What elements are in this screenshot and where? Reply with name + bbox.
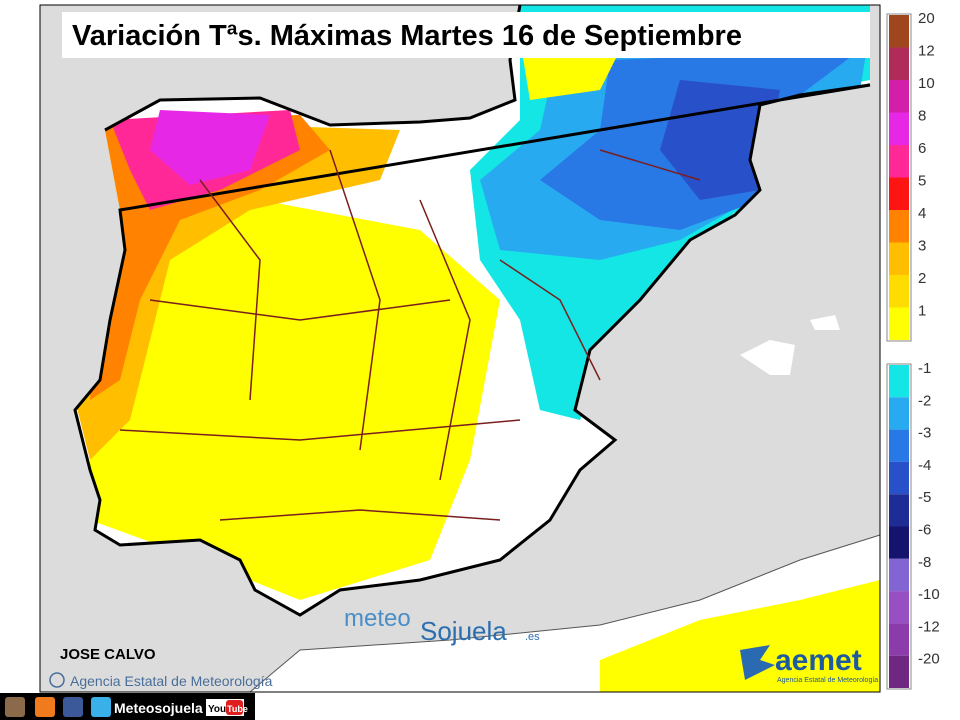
aemet-sub: Agencia Estatal de Meteorología (777, 677, 878, 684)
warm-area (150, 110, 270, 185)
copyright: Agencia Estatal de Meteorología (70, 673, 273, 689)
legend-swatch (889, 591, 909, 624)
legend-swatch (889, 494, 909, 527)
twitter-icon (91, 697, 111, 717)
cool-area (660, 80, 780, 200)
logo-domain: .es (525, 631, 540, 643)
logo-sojuela: Sojuela (420, 616, 507, 646)
legend-label: -1 (918, 360, 931, 377)
province-borders (119, 149, 701, 521)
legend-swatch (889, 275, 909, 308)
legend-label: 1 (918, 303, 926, 320)
legend-swatch (889, 429, 909, 462)
legend-label: -3 (918, 425, 931, 442)
youtube-tube: Tube (227, 704, 248, 714)
title-box (62, 12, 870, 58)
legend-label: 8 (918, 108, 926, 125)
legend-swatch (889, 365, 909, 398)
legend-swatch (889, 112, 909, 145)
legend-swatch (889, 210, 909, 243)
legend-label: 6 (918, 140, 926, 157)
africa-coast (249, 534, 881, 693)
legend-label: -12 (918, 618, 940, 635)
youtube-red (226, 700, 243, 715)
logo-meteo: meteo (344, 605, 411, 632)
legend-label: -10 (918, 586, 940, 603)
legend-swatch (889, 655, 909, 688)
legend-label: 4 (918, 205, 926, 222)
author: JOSE CALVO (60, 646, 156, 663)
blogger-icon (35, 697, 55, 717)
legend-swatch (889, 307, 909, 340)
legend-label: -5 (918, 489, 931, 506)
youtube-you: You (208, 704, 226, 715)
legend-label: 2 (918, 270, 926, 287)
legend-label: 10 (918, 75, 935, 92)
legend: 20 12 10 8 6 5 4 3 2 1 -1 -2 -3 -4 -5 -6 -8 -10 -12 -20 (886, 10, 940, 690)
warm-area (520, 40, 880, 692)
social-name: Meteosojuela (114, 700, 203, 716)
coastline (73, 4, 871, 617)
instagram-icon (5, 697, 25, 717)
legend-swatch (889, 145, 909, 178)
map-frame (39, 4, 881, 693)
warm-area (90, 200, 500, 600)
legend-label: 20 (918, 10, 935, 27)
legend-swatch (889, 80, 909, 113)
legend-label: -2 (918, 392, 931, 409)
aemet-logo: aemet (775, 644, 862, 677)
legend-swatch (889, 242, 909, 275)
legend-swatch (889, 526, 909, 559)
legend-swatch (889, 15, 909, 48)
facebook-icon (63, 697, 83, 717)
legend-label: -20 (918, 651, 940, 668)
legend-swatch (889, 397, 909, 430)
legend-swatch (889, 177, 909, 210)
legend-swatch (889, 461, 909, 495)
aemet-icon (740, 645, 775, 680)
legend-label: 5 (918, 173, 926, 190)
legend-label: -8 (918, 554, 931, 571)
legend-swatch (889, 558, 909, 592)
legend-swatch (889, 623, 909, 656)
legend-label: -6 (918, 522, 931, 539)
legend-label: 3 (918, 238, 926, 255)
legend-label: 12 (918, 43, 935, 60)
title: Variación Tªs. Máximas Martes 16 de Sept… (72, 20, 742, 52)
legend-label: -4 (918, 457, 931, 474)
legend-swatch (889, 47, 909, 80)
copyright-icon (49, 672, 65, 688)
